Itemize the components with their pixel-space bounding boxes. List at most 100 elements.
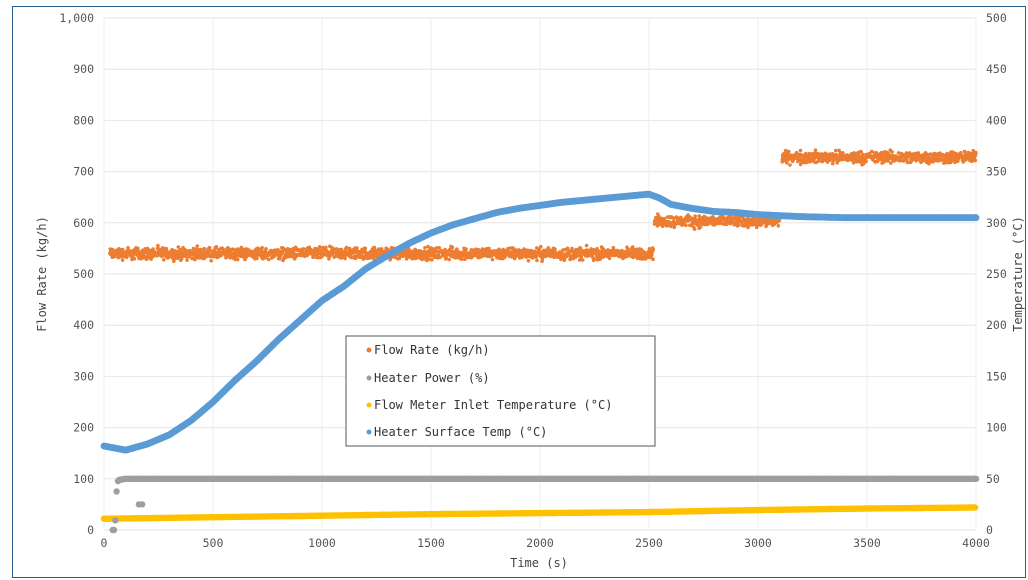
point-flow-rate bbox=[546, 246, 551, 250]
point-flow-rate bbox=[565, 246, 570, 251]
point-flow-rate bbox=[539, 244, 543, 249]
point-flow-rate bbox=[580, 258, 585, 262]
point-flow-rate bbox=[125, 255, 129, 260]
y-tick-label: 0 bbox=[87, 523, 94, 537]
point-flow-rate bbox=[696, 222, 701, 226]
point-flow-rate bbox=[650, 253, 654, 257]
point-flow-rate bbox=[464, 247, 468, 251]
point-flow-rate bbox=[190, 256, 194, 261]
x-tick-label: 3000 bbox=[744, 536, 772, 550]
point-flow-rate bbox=[570, 246, 574, 251]
point-flow-rate bbox=[698, 225, 703, 229]
point-flow-rate bbox=[579, 255, 584, 259]
point-flow-rate bbox=[931, 159, 936, 164]
point-flow-rate bbox=[540, 256, 545, 261]
point-flow-rate bbox=[535, 258, 539, 263]
point-flow-rate bbox=[813, 148, 818, 152]
chart-frame bbox=[12, 6, 1026, 578]
point-flow-rate bbox=[833, 148, 838, 153]
point-flow-rate bbox=[559, 257, 563, 262]
point-flow-rate bbox=[785, 161, 789, 165]
point-flow-rate bbox=[553, 247, 557, 251]
point-flow-rate bbox=[132, 256, 137, 261]
point-flow-rate bbox=[459, 257, 464, 262]
y-tick-label: 200 bbox=[73, 421, 94, 435]
point-inlet-temp bbox=[971, 504, 979, 511]
point-flow-rate bbox=[183, 247, 187, 252]
point-flow-rate bbox=[870, 149, 874, 154]
point-flow-rate bbox=[311, 255, 316, 259]
point-flow-rate bbox=[970, 159, 974, 163]
point-flow-rate bbox=[266, 257, 271, 262]
point-flow-rate bbox=[651, 247, 656, 252]
point-flow-rate bbox=[195, 244, 200, 248]
y2-tick-label: 300 bbox=[986, 216, 1007, 230]
x-tick-label: 500 bbox=[203, 536, 224, 550]
point-flow-rate bbox=[798, 148, 803, 153]
point-flow-rate bbox=[522, 247, 526, 251]
point-flow-rate bbox=[447, 257, 452, 262]
point-flow-rate bbox=[206, 250, 211, 255]
point-flow-rate bbox=[343, 256, 347, 261]
point-flow-rate bbox=[207, 245, 212, 250]
point-flow-rate bbox=[673, 222, 678, 227]
x-tick-labels: 0 500 1000 1500 2000 2500 3000 3500 4000 bbox=[101, 536, 990, 550]
y2-tick-label: 50 bbox=[986, 472, 1000, 486]
point-flow-rate bbox=[692, 227, 697, 231]
point-flow-rate bbox=[297, 248, 301, 252]
point-flow-rate bbox=[691, 222, 695, 226]
point-flow-rate bbox=[798, 162, 803, 167]
point-heater-power bbox=[972, 475, 980, 482]
point-flow-rate bbox=[388, 258, 392, 262]
y2-tick-label: 100 bbox=[986, 421, 1007, 435]
point-flow-rate bbox=[232, 247, 236, 252]
point-flow-rate bbox=[490, 257, 495, 262]
point-flow-rate bbox=[552, 255, 556, 260]
point-flow-rate bbox=[317, 245, 322, 249]
point-flow-rate bbox=[120, 247, 125, 252]
x-tick-label: 3500 bbox=[853, 536, 881, 550]
series-layer bbox=[100, 148, 980, 534]
point-flow-rate bbox=[277, 256, 282, 261]
point-flow-rate bbox=[787, 149, 791, 154]
point-flow-rate bbox=[487, 246, 491, 251]
point-flow-rate bbox=[126, 246, 130, 250]
series-heater-power bbox=[109, 475, 980, 534]
point-flow-rate bbox=[160, 254, 165, 258]
point-flow-rate bbox=[889, 161, 893, 165]
y2-tick-label: 250 bbox=[986, 267, 1007, 281]
point-flow-rate bbox=[260, 246, 265, 250]
point-flow-rate bbox=[944, 159, 948, 164]
point-flow-rate bbox=[423, 246, 427, 250]
point-flow-rate bbox=[577, 258, 582, 262]
x-tick-label: 2000 bbox=[526, 536, 554, 550]
x-tick-label: 0 bbox=[101, 536, 108, 550]
y-tick-label: 900 bbox=[73, 62, 94, 76]
point-flow-rate bbox=[192, 250, 196, 254]
x-tick-label: 1000 bbox=[308, 536, 336, 550]
point-flow-rate bbox=[927, 161, 931, 166]
point-flow-rate bbox=[584, 243, 589, 248]
y-tick-label: 500 bbox=[73, 267, 94, 281]
point-flow-rate bbox=[746, 225, 750, 230]
point-flow-rate bbox=[879, 150, 884, 155]
point-flow-rate bbox=[324, 245, 328, 250]
y-tick-label: 800 bbox=[73, 113, 94, 127]
point-flow-rate bbox=[672, 225, 677, 230]
point-flow-rate bbox=[344, 245, 349, 250]
y-tick-label: 600 bbox=[73, 216, 94, 230]
point-flow-rate bbox=[851, 161, 856, 165]
point-flow-rate bbox=[517, 248, 521, 252]
point-flow-rate bbox=[684, 223, 688, 227]
point-flow-rate bbox=[631, 255, 636, 260]
point-flow-rate bbox=[905, 160, 910, 165]
point-flow-rate bbox=[156, 243, 160, 248]
point-flow-rate bbox=[562, 258, 567, 263]
point-flow-rate bbox=[864, 159, 868, 164]
point-flow-rate bbox=[662, 217, 667, 221]
point-flow-rate bbox=[372, 245, 377, 250]
grid-lines bbox=[103, 17, 977, 531]
